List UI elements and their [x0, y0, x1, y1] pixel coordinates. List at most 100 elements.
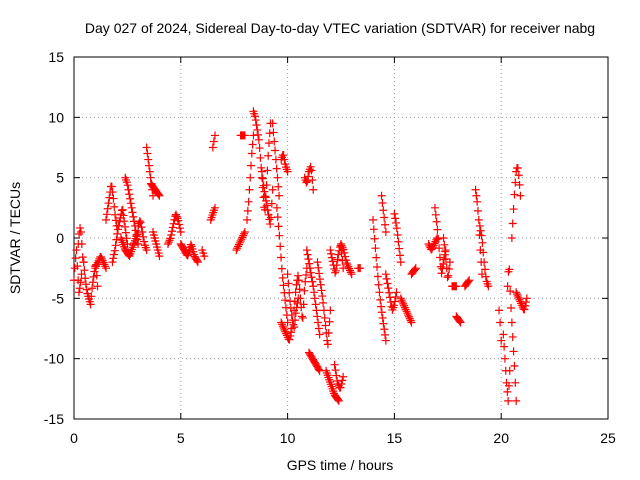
- data-point: [504, 381, 513, 390]
- data-point: [102, 264, 111, 273]
- data-point: [435, 244, 444, 253]
- data-point: [244, 197, 253, 206]
- data-point: [81, 280, 90, 289]
- data-point: [313, 312, 322, 321]
- x-tick-label: 10: [280, 430, 296, 446]
- data-point: [294, 276, 303, 285]
- data-point: [512, 396, 521, 405]
- data-point: [251, 116, 260, 125]
- data-point: [432, 217, 441, 226]
- data-point: [145, 161, 154, 170]
- data-point: [267, 213, 276, 222]
- data-point: [331, 266, 340, 275]
- data-point: [338, 243, 347, 252]
- data-point: [193, 258, 202, 267]
- data-point: [72, 246, 81, 255]
- data-point: [381, 336, 390, 345]
- data-point: [302, 246, 311, 255]
- data-point: [306, 264, 315, 273]
- data-point: [380, 213, 389, 222]
- data-point: [258, 174, 267, 183]
- data-point: [522, 298, 531, 307]
- data-point: [344, 262, 353, 271]
- data-point: [135, 217, 144, 226]
- data-point: [302, 178, 311, 187]
- data-point: [263, 206, 272, 215]
- data-point: [379, 206, 388, 215]
- data-point: [385, 288, 394, 297]
- data-point: [327, 249, 336, 258]
- data-point: [240, 227, 249, 236]
- data-point: [77, 240, 86, 249]
- data-point: [110, 246, 119, 255]
- data-point: [80, 266, 89, 275]
- tick-labels: 0 5 10 15 20 25 15 10 5 0 -5 -10 -15: [44, 49, 616, 446]
- data-point: [406, 316, 415, 325]
- data-point: [235, 238, 244, 247]
- data-point: [443, 273, 452, 282]
- data-point: [121, 228, 130, 237]
- data-point: [473, 197, 482, 206]
- data-point: [115, 217, 124, 226]
- data-point: [507, 234, 516, 242]
- data-point: [405, 312, 414, 321]
- data-point: [522, 294, 531, 303]
- data-point: [167, 227, 176, 236]
- data-point: [464, 277, 473, 286]
- data-point: [78, 253, 87, 262]
- data-point: [200, 252, 209, 261]
- x-tick-label: 25: [600, 430, 616, 446]
- x-axis-label: GPS time / hours: [287, 457, 394, 473]
- data-point: [77, 270, 86, 279]
- data-point: [243, 206, 252, 215]
- data-point: [120, 217, 129, 226]
- data-point: [138, 227, 147, 236]
- data-point: [209, 137, 218, 146]
- data-point: [396, 294, 405, 303]
- data-point: [330, 360, 339, 369]
- y-tick-label: -10: [44, 351, 64, 367]
- data-point: [404, 311, 413, 320]
- data-point: [272, 164, 281, 173]
- chart-title: Day 027 of 2024, Sidereal Day-to-day VTE…: [85, 20, 595, 36]
- data-point: [104, 199, 113, 208]
- data-point: [175, 224, 184, 233]
- data-point: [507, 318, 516, 327]
- data-point: [142, 246, 151, 255]
- data-point: [509, 347, 518, 356]
- data-points: [70, 107, 531, 405]
- data-point: [390, 209, 399, 218]
- data-point: [252, 121, 261, 130]
- data-point: [237, 235, 246, 244]
- data-point: [279, 324, 288, 333]
- data-point: [452, 282, 461, 291]
- data-point: [309, 185, 318, 194]
- data-point: [332, 261, 341, 270]
- data-point: [109, 254, 118, 263]
- data-point: [129, 212, 138, 221]
- data-point: [155, 252, 164, 261]
- data-point: [378, 199, 387, 208]
- data-point: [284, 279, 293, 288]
- data-point: [186, 240, 195, 249]
- data-point: [144, 155, 153, 164]
- data-point: [515, 180, 524, 189]
- data-point: [246, 173, 255, 182]
- data-point: [373, 263, 382, 272]
- data-point: [118, 205, 127, 214]
- data-point: [392, 288, 401, 297]
- data-point: [290, 297, 299, 306]
- data-point: [87, 292, 96, 301]
- data-point: [391, 292, 400, 301]
- data-point: [105, 193, 114, 202]
- data-point: [333, 255, 342, 264]
- data-point: [75, 229, 84, 238]
- data-point: [92, 262, 101, 271]
- data-point: [88, 284, 97, 293]
- data-point: [265, 129, 274, 138]
- data-point: [315, 269, 324, 278]
- data-point: [121, 222, 130, 231]
- data-point: [300, 286, 309, 295]
- x-tick-label: 20: [493, 430, 509, 446]
- data-point: [402, 307, 411, 316]
